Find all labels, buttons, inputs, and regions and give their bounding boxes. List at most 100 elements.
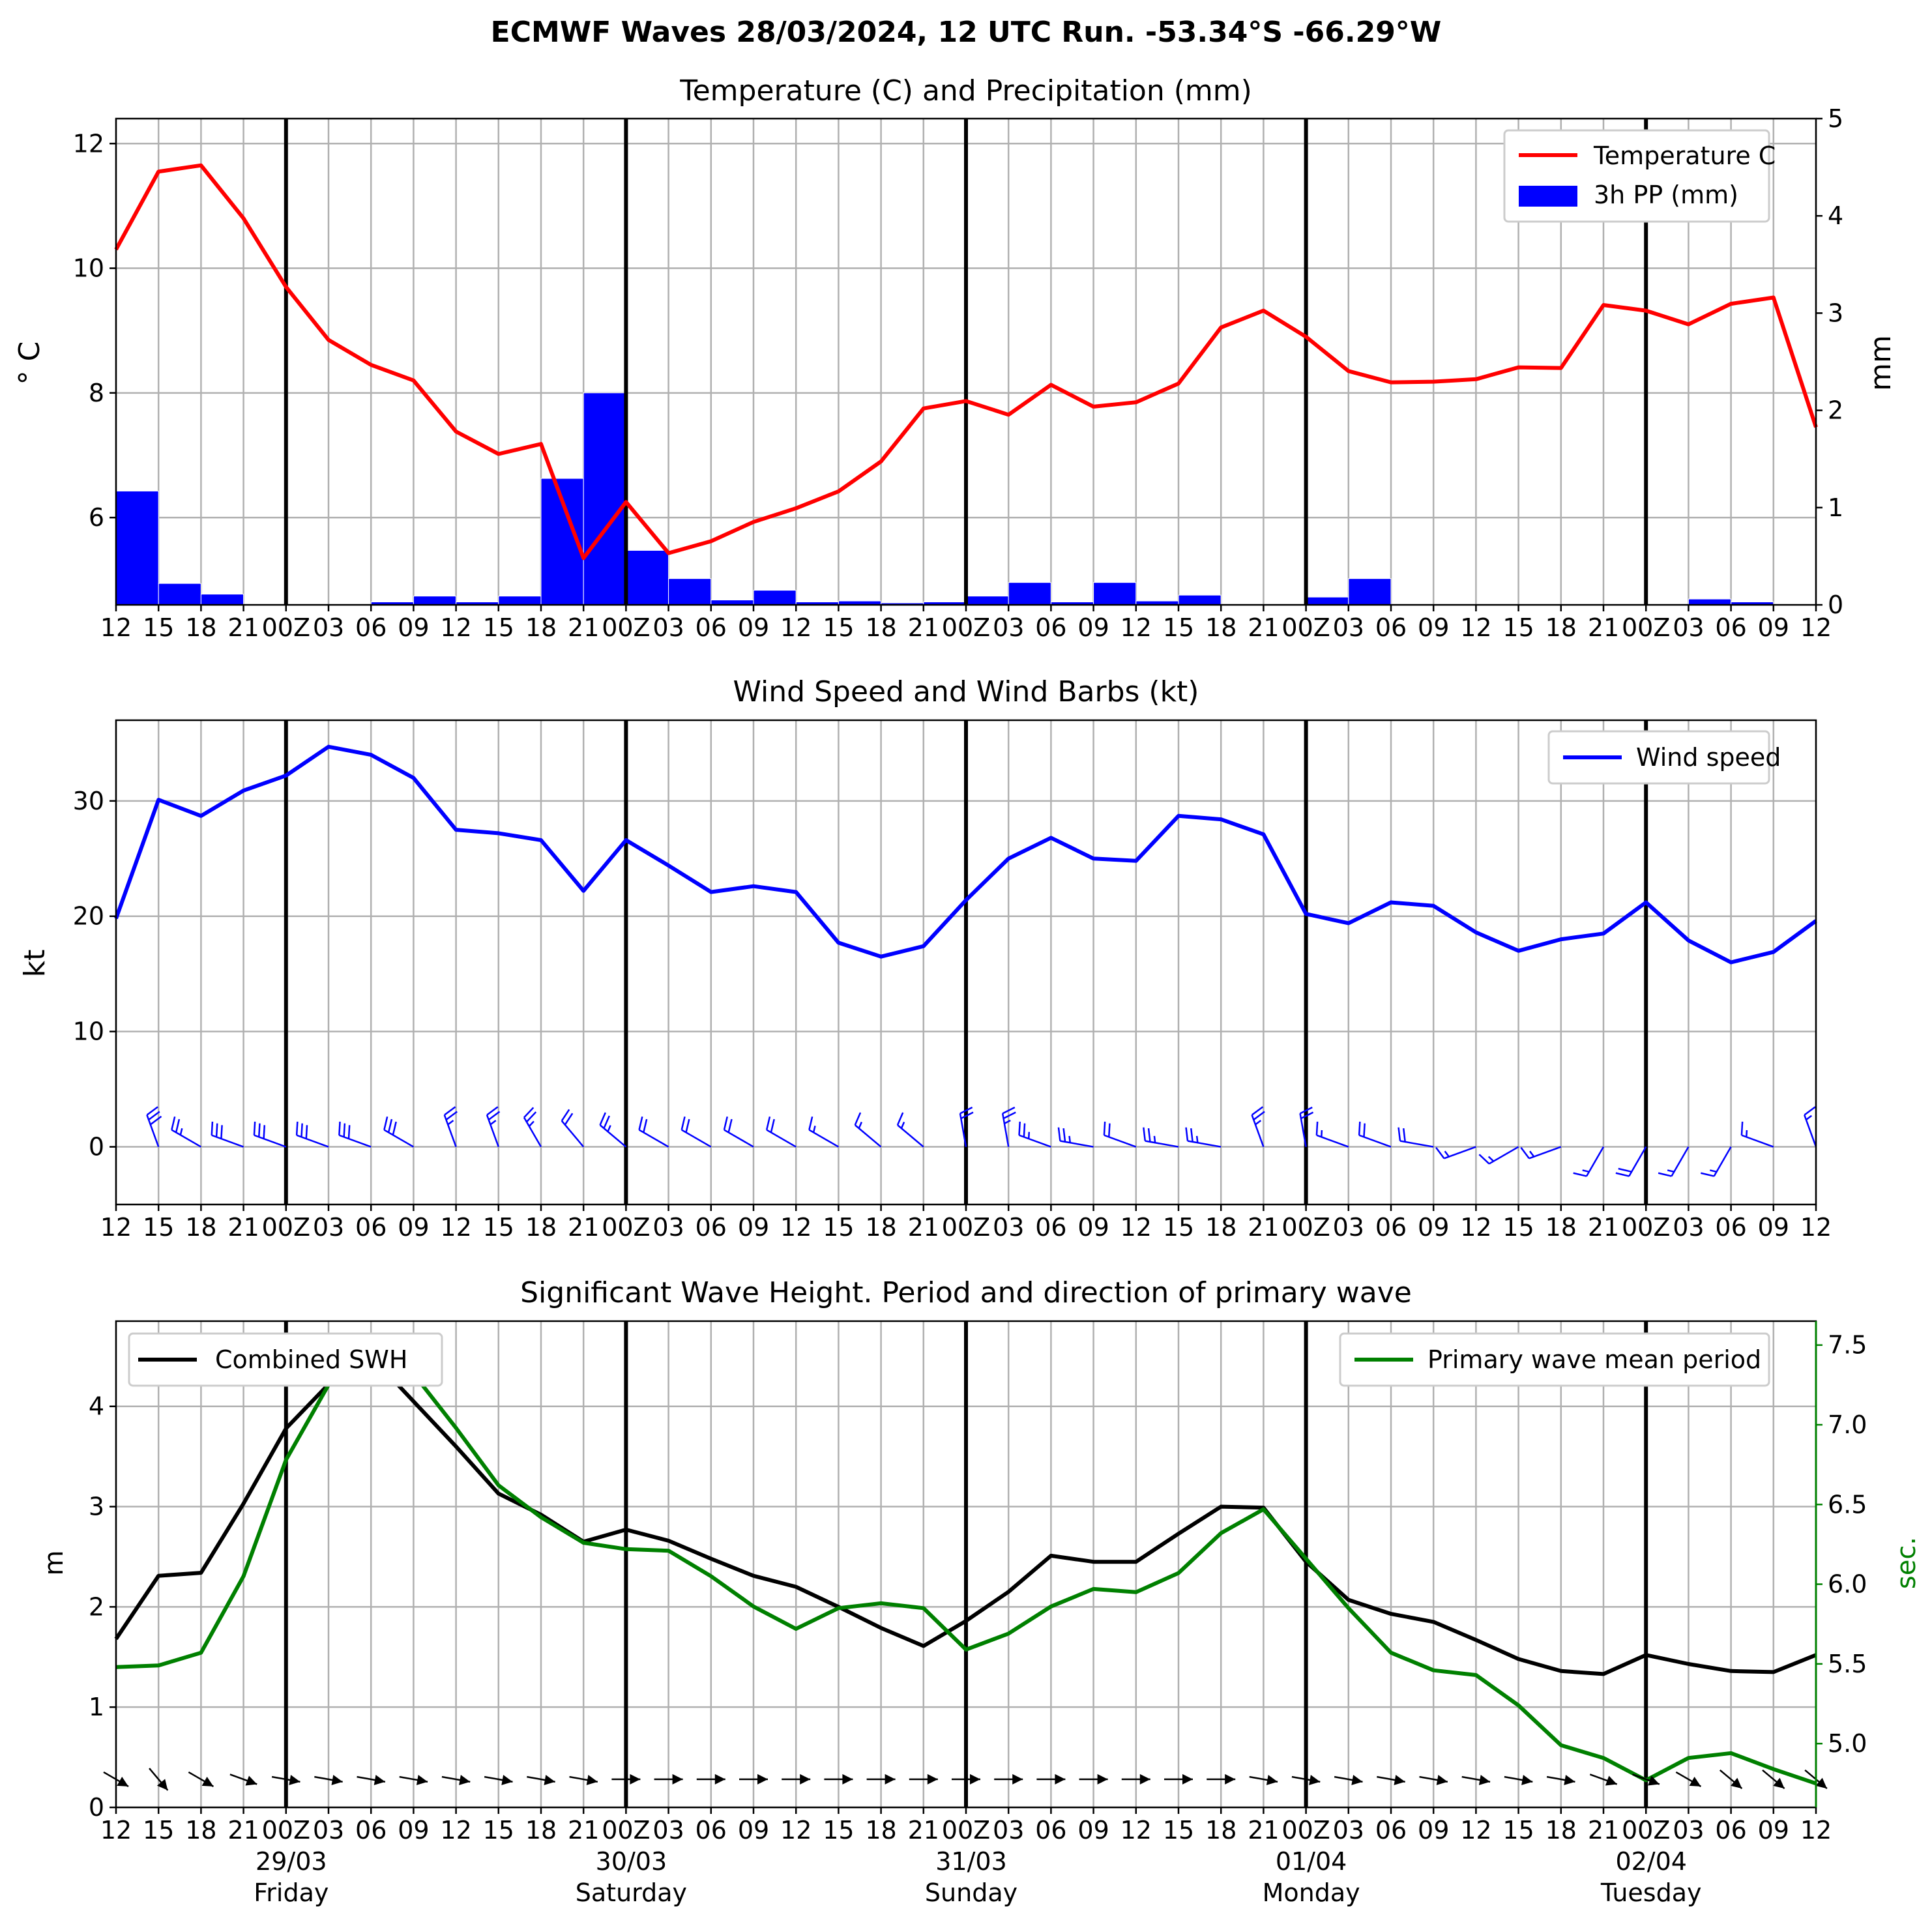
wind-barb (1700, 1146, 1732, 1177)
x-tick-label: 09 (1077, 1213, 1109, 1242)
temperature-precip-panel: Temperature (C) and Precipitation (mm) °… (13, 74, 1897, 391)
barb-staff (1060, 1140, 1094, 1148)
wind-barb (723, 1116, 754, 1148)
wave-direction-arrow (611, 1773, 641, 1785)
wave-direction-arrow (1675, 1771, 1702, 1788)
x-tick-label: 06 (355, 613, 387, 642)
x-tick-label: 18 (1205, 1816, 1237, 1845)
wind-barb (1804, 1106, 1817, 1147)
barb-staff (1316, 1134, 1349, 1148)
x-tick-label: 18 (1205, 613, 1237, 642)
x-tick-label: 03 (1333, 1816, 1364, 1845)
barb-flag (1573, 1172, 1587, 1177)
arrow-head (970, 1773, 980, 1785)
x-tick-label: 15 (1163, 613, 1194, 642)
precip-bar (1008, 582, 1051, 606)
day-name-label: Sunday (925, 1878, 1017, 1907)
x-tick-label: 12 (1800, 613, 1832, 642)
arrow-head (1436, 1775, 1448, 1785)
arrow-head (201, 1777, 214, 1787)
barb-half-flag (1487, 1156, 1495, 1162)
arrow-head (1564, 1775, 1575, 1785)
wind-barb (486, 1106, 501, 1147)
barb-flag (263, 1125, 266, 1139)
wind-barb (1143, 1127, 1179, 1148)
arrow-head (800, 1773, 811, 1785)
arrow-head (714, 1773, 725, 1785)
arrow-head (289, 1775, 300, 1785)
precip-bar (965, 596, 1009, 606)
barb-flag (1478, 1154, 1490, 1165)
barb-flag (150, 1115, 162, 1126)
wind-barb (1358, 1121, 1392, 1148)
arrow-head (1478, 1775, 1491, 1785)
wave-direction-arrow (229, 1773, 257, 1786)
period-y-axis-label: sec. (1892, 1537, 1922, 1589)
temperature-y-axis-label: ° C (13, 342, 46, 385)
x-tick-label: 18 (525, 1816, 557, 1845)
barb-half-flag (490, 1120, 497, 1126)
arrow-head (927, 1773, 938, 1785)
barb-flag (305, 1125, 308, 1139)
x-tick-label: 21 (1248, 1816, 1279, 1845)
x-tick-label: 15 (1502, 613, 1534, 642)
day-date-label: 01/04 (1276, 1847, 1347, 1876)
barb-flag (253, 1121, 256, 1135)
wave-direction-arrow (824, 1773, 853, 1785)
wave-direction-arrow (994, 1773, 1023, 1785)
barb-half-flag (1004, 1119, 1011, 1124)
barb-staff (1019, 1134, 1051, 1148)
wave-direction-arrow (909, 1773, 938, 1785)
arrow-head (1648, 1775, 1660, 1786)
y-tick-label: 8 (89, 379, 104, 407)
wave-direction-arrow (188, 1771, 214, 1788)
barb-flag (561, 1109, 570, 1122)
precip-bar (1178, 594, 1222, 606)
x-tick-label: 12 (100, 613, 132, 642)
x-tick-label: 03 (1333, 613, 1364, 642)
x-tick-label: 15 (483, 1213, 514, 1242)
wind-barb (1185, 1127, 1222, 1148)
barb-flag (1300, 1111, 1314, 1120)
x-tick-label: 21 (568, 1816, 599, 1845)
figure-suptitle: ECMWF Waves 28/03/2024, 12 UTC Run. -53.… (491, 16, 1442, 49)
barb-flag (638, 1116, 643, 1130)
x-tick-label: 18 (1205, 1213, 1237, 1242)
wind-barb (1001, 1106, 1016, 1147)
precip-bar (1348, 578, 1392, 606)
barb-flag (854, 1112, 862, 1126)
x-tick-label: 00Z (1281, 613, 1330, 642)
y-tick-label: 3 (89, 1493, 104, 1521)
x-tick-label: 12 (100, 1816, 132, 1845)
wind-barb (599, 1112, 627, 1148)
legend-label-wind-speed: Wind speed (1636, 743, 1781, 772)
wind-barb (1103, 1121, 1137, 1148)
wave-direction-arrow (1121, 1773, 1150, 1785)
wave-y-axis-label: m (39, 1551, 69, 1576)
arrow-head (1225, 1773, 1236, 1785)
arrow-head (117, 1777, 129, 1787)
wind-barb (1478, 1146, 1519, 1165)
barb-staff (523, 1116, 542, 1148)
barb-flag (387, 1118, 393, 1133)
x-tick-label: 21 (1248, 613, 1279, 642)
y-tick-label-right: 3 (1828, 299, 1843, 327)
x-tick-label: 12 (780, 1213, 812, 1242)
barb-flag (959, 1106, 973, 1115)
temperature-line (114, 163, 1818, 561)
y-tick-label: 12 (73, 129, 104, 158)
barb-flag (1615, 1172, 1630, 1177)
x-tick-label: 06 (1375, 1816, 1407, 1845)
wind-barb (253, 1121, 287, 1148)
x-tick-label: 18 (865, 613, 896, 642)
arrow-head (245, 1775, 257, 1786)
barb-flag (1804, 1106, 1816, 1116)
arrow-head (1815, 1777, 1827, 1789)
x-tick-label: 21 (568, 1213, 599, 1242)
x-tick-label: 06 (355, 1816, 387, 1845)
barb-half-flag (1444, 1150, 1450, 1158)
arrow-head (1689, 1777, 1701, 1787)
barb-half-flag (179, 1128, 183, 1135)
barb-flag (1023, 1123, 1026, 1137)
barb-staff (808, 1129, 840, 1148)
